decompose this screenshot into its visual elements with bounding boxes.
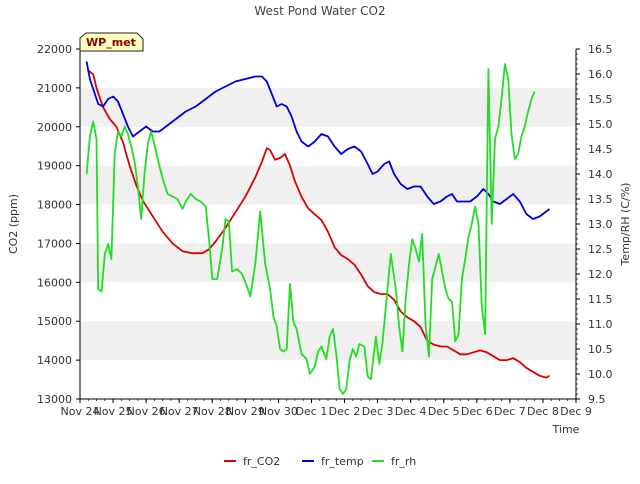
y-right-tick-label: 13.0 <box>588 218 613 231</box>
y-right-tick-label: 12.5 <box>588 243 613 256</box>
x-tick-label: Dec 8 <box>527 405 559 418</box>
x-tick-label: Nov 24 <box>61 405 100 418</box>
x-tick-label: Dec 7 <box>494 405 526 418</box>
y-right-tick-label: 11.5 <box>588 293 613 306</box>
y-right-tick-label: 11.0 <box>588 318 613 331</box>
legend-label: fr_temp <box>321 455 364 468</box>
x-tick-label: Nov 30 <box>259 405 298 418</box>
grid-band <box>80 321 576 361</box>
y-right-tick-label: 9.5 <box>588 393 606 406</box>
axes: 13000 14000 15000 16000 17000 18000 19000 20000… <box>37 43 613 418</box>
x-tick-label: Dec 3 <box>362 405 394 418</box>
y-right-tick-label: 14.5 <box>588 143 613 156</box>
chart-texts: West Pond Water CO2 Time CO2 (ppm) Temp/… <box>7 4 632 436</box>
y-right-tick-label: 15.5 <box>588 93 613 106</box>
y-left-tick-label: 20000 <box>37 121 72 134</box>
x-tick-label: Dec 2 <box>329 405 361 418</box>
x-tick-label: Nov 25 <box>94 405 133 418</box>
grid-band <box>80 87 576 127</box>
series-line-fr-temp <box>85 61 551 220</box>
x-tick-label: Dec 5 <box>428 405 460 418</box>
legend: fr_CO2 fr_temp fr_rh <box>224 455 416 468</box>
grid-band <box>80 165 576 205</box>
x-tick-label: Dec 9 <box>560 405 592 418</box>
x-tick-label: Dec 1 <box>296 405 328 418</box>
y-left-tick-label: 16000 <box>37 276 72 289</box>
y-left-tick-label: 21000 <box>37 82 72 95</box>
y-right-tick-label: 14.0 <box>588 168 613 181</box>
series-line-fr-rh <box>85 63 536 395</box>
y-left-tick-label: 22000 <box>37 43 72 56</box>
y-left-tick-label: 13000 <box>37 393 72 406</box>
y-right-tick-label: 10.5 <box>588 343 613 356</box>
y-left-tick-label: 17000 <box>37 237 72 250</box>
station-badge: WP_met <box>79 32 144 52</box>
x-tick-label: Nov 27 <box>160 405 199 418</box>
y-axis-left-label: CO2 (ppm) <box>7 194 20 254</box>
y-right-tick-label: 16.5 <box>588 43 613 56</box>
series-line-fr-CO2 <box>87 69 550 379</box>
chart-title: West Pond Water CO2 <box>254 4 385 18</box>
grid-band <box>80 243 576 283</box>
y-right-tick-label: 12.0 <box>588 268 613 281</box>
y-left-tick-label: 19000 <box>37 160 72 173</box>
y-left-tick-label: 18000 <box>37 199 72 212</box>
y-axis-right-label: Temp/RH (C/%) <box>619 183 632 267</box>
x-tick-label: Dec 4 <box>395 405 427 418</box>
y-right-tick-label: 10.0 <box>588 368 613 381</box>
station-badge-label: WP_met <box>86 36 136 49</box>
legend-label: fr_rh <box>391 455 416 468</box>
y-left-tick-label: 14000 <box>37 354 72 367</box>
x-tick-label: Nov 29 <box>226 405 265 418</box>
y-right-tick-label: 13.5 <box>588 193 613 206</box>
y-right-tick-label: 15.0 <box>588 118 613 131</box>
y-right-tick-label: 16.0 <box>588 68 613 81</box>
x-tick-label: Nov 28 <box>193 405 232 418</box>
x-tick-label: Nov 26 <box>127 405 166 418</box>
series-lines <box>85 61 551 395</box>
y-left-tick-label: 15000 <box>37 315 72 328</box>
x-axis-label: Time <box>552 423 580 436</box>
legend-label: fr_CO2 <box>243 455 280 468</box>
x-tick-label: Dec 6 <box>461 405 493 418</box>
